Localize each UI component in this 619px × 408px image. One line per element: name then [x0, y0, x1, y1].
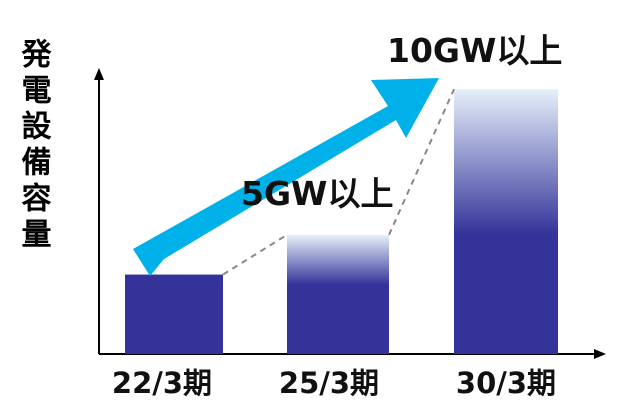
bar-25-3期	[287, 234, 389, 354]
y-axis-arrowhead	[94, 68, 104, 80]
y-axis-label: 発電設備容量	[16, 38, 53, 254]
x-tick-label-30-3: 30/3期	[456, 366, 556, 400]
dashed-connector	[388, 88, 455, 236]
bars-layer	[125, 89, 558, 355]
x-tick-label-25-3: 25/3期	[279, 366, 379, 400]
growth-arrow	[133, 78, 439, 276]
dashed-connector	[222, 233, 288, 276]
connector-layer	[222, 88, 455, 276]
x-axis-arrowhead	[594, 349, 606, 359]
annotation-5gw: 5GW以上	[241, 174, 393, 213]
x-tick-label-22-3: 22/3期	[112, 366, 212, 400]
annotation-10gw: 10GW以上	[387, 31, 562, 70]
bar-22-3期	[125, 274, 223, 354]
bar-30-3期	[454, 89, 558, 355]
